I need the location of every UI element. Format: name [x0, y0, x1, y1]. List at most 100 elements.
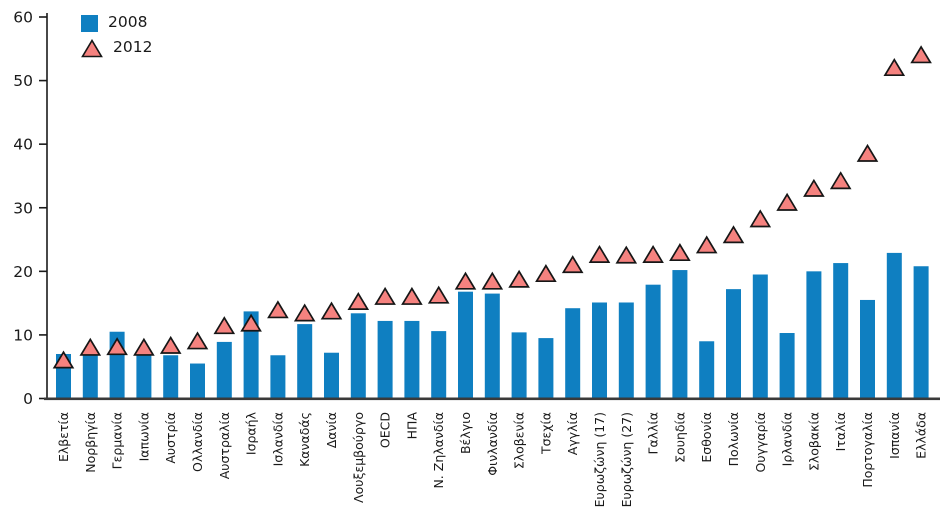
bar-2008: [592, 302, 607, 399]
triangle-2012: [401, 286, 423, 305]
bar-2008: [511, 332, 527, 399]
triangle-2012: [910, 45, 932, 64]
y-tick-label: 40: [13, 136, 33, 154]
x-category-label: Τσεχία: [538, 412, 553, 455]
legend-item-2008: 2008: [81, 13, 152, 33]
bar-2008: [136, 353, 152, 399]
y-tick-label: 50: [13, 72, 33, 90]
triangle-2012: [481, 271, 504, 290]
bar-2008: [886, 252, 902, 399]
bar-2008: [752, 274, 768, 399]
x-category-label: Ισλανδία: [270, 412, 285, 466]
bar-2008: [860, 299, 875, 399]
triangle-2012: [293, 303, 316, 322]
x-category-label: Λουξεμβούργο: [351, 412, 366, 503]
triangle-2012: [508, 269, 530, 288]
x-category-label: Πορτογαλία: [860, 412, 875, 488]
legend: 2008 2012: [81, 13, 152, 58]
triangle-2012: [267, 300, 289, 319]
triangle-2012: [240, 313, 262, 332]
triangle-2012: [749, 209, 772, 228]
triangle-2012: [535, 264, 557, 283]
x-category-label: Βέλγιο: [458, 412, 473, 454]
x-category-label: Ελβετία: [56, 412, 71, 462]
triangle-2012: [776, 192, 798, 211]
bar-2008: [806, 271, 822, 399]
x-category-label: Φινλανδία: [485, 412, 500, 476]
bar-2008: [324, 352, 339, 399]
bar-2008: [190, 363, 205, 399]
legend-2012-triangle-icon: [81, 38, 103, 57]
y-tick-label: 30: [13, 199, 33, 217]
x-category-label: ΗΠΑ: [404, 412, 419, 440]
triangle-2012: [561, 255, 584, 274]
bar-2008: [833, 263, 849, 399]
legend-item-2012: 2012: [81, 38, 152, 58]
triangle-2012: [133, 337, 155, 356]
x-category-label: Σουηδία: [672, 412, 687, 463]
bar-2008: [297, 324, 313, 399]
x-category-label: Ευρωζώνη (17): [592, 412, 607, 507]
bar-2008: [82, 353, 98, 399]
triangle-2012: [320, 301, 343, 320]
x-category-label: Σλοβενία: [512, 412, 527, 469]
x-category-label: Γαλλία: [646, 412, 661, 454]
bar-2008: [484, 293, 500, 399]
triangle-2012: [642, 244, 664, 263]
triangle-2012: [454, 271, 477, 290]
bar-2008: [243, 311, 259, 399]
triangle-2012: [695, 235, 718, 254]
triangle-2012: [79, 337, 102, 356]
x-category-label: Καναδάς: [297, 412, 312, 467]
x-category-label: Γερμανία: [110, 412, 125, 469]
bar-2008: [404, 320, 420, 399]
x-category-label: Εσθονία: [699, 412, 714, 463]
x-category-label: Αγγλία: [565, 412, 580, 455]
x-category-label: Σλοβακία: [806, 412, 821, 471]
bar-2008: [726, 289, 741, 399]
x-category-label: Πολωνία: [726, 412, 741, 466]
x-category-label: Ν. Ζηλανδία: [431, 412, 446, 489]
triangle-2012: [106, 337, 128, 356]
x-category-label: Ιρλανδία: [780, 412, 795, 466]
x-category-label: Νορβηγία: [83, 412, 98, 473]
x-category-label: Ευρωζώνη (27): [619, 412, 634, 507]
x-category-label: Δανία: [324, 412, 339, 448]
y-tick-label: 10: [13, 326, 33, 344]
triangle-2012: [186, 331, 209, 350]
x-category-label: Ισπανία: [887, 412, 902, 459]
bar-2008: [270, 355, 286, 399]
triangle-2012: [347, 292, 370, 311]
x-category-label: Ιαπωνία: [136, 412, 151, 461]
legend-2008-square-icon: [81, 14, 98, 32]
legend-2008-label: 2008: [108, 13, 148, 32]
bar-2008: [163, 355, 179, 399]
x-category-label: Ουγγαρία: [753, 412, 768, 473]
y-tick-label: 20: [13, 263, 33, 281]
legend-2012-label: 2012: [113, 38, 153, 57]
bar-2008: [913, 266, 929, 399]
bar-2008: [699, 341, 715, 399]
x-category-label: Ολλανδία: [190, 412, 205, 472]
bar-2008: [216, 341, 232, 399]
triangle-2012: [883, 58, 906, 77]
bar-2008: [431, 331, 447, 399]
bar-2008: [350, 313, 366, 399]
triangle-2012: [722, 225, 745, 244]
bar-2008: [779, 333, 795, 399]
y-tick-label: 60: [13, 9, 33, 27]
x-category-label: Ισραήλ: [244, 411, 259, 455]
triangle-2012: [427, 285, 450, 304]
triangle-2012: [159, 335, 182, 354]
triangle-2012: [374, 286, 396, 305]
triangle-2012: [803, 178, 825, 197]
triangle-2012: [615, 245, 638, 264]
x-category-label: OECD: [378, 412, 393, 448]
x-category-label: Ιταλία: [833, 412, 848, 451]
x-axis-line: [44, 397, 940, 401]
x-category-label: Αυστρία: [163, 412, 178, 464]
triangle-2012: [669, 243, 691, 262]
bar-2008: [458, 291, 473, 399]
